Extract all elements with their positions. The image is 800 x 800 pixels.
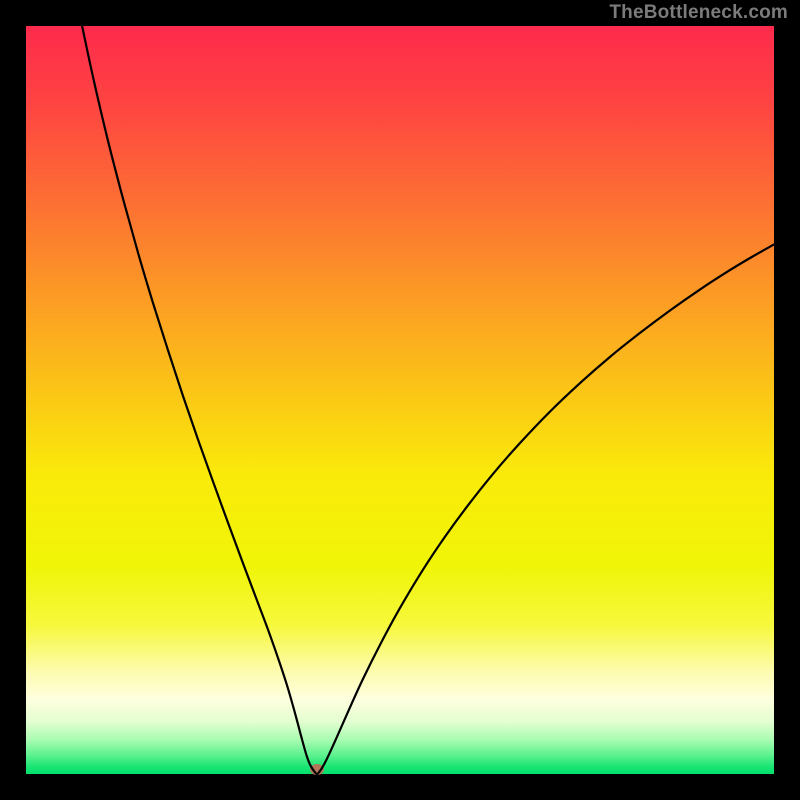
chart-frame: TheBottleneck.com <box>0 0 800 800</box>
watermark-text: TheBottleneck.com <box>609 2 788 24</box>
bottleneck-chart <box>0 0 800 800</box>
plot-background <box>26 26 774 774</box>
